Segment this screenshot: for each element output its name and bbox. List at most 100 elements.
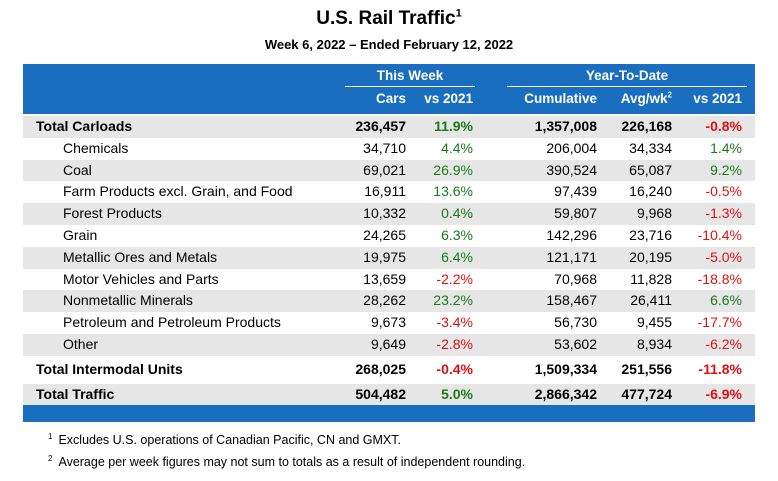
table-header: This Week Year-To-Date Cars vs 2021 Cumu… — [23, 64, 755, 114]
row-label: Total Intermodal Units — [36, 360, 183, 377]
table-row: Motor Vehicles and Parts 13,659 -2.2% 70,96… — [23, 269, 755, 291]
cell-week-vs: -2.8% — [436, 335, 473, 352]
cell-cars: 9,673 — [370, 314, 406, 331]
row-label: Other — [63, 335, 99, 352]
cell-week-vs: 6.3% — [441, 226, 473, 243]
cell-ytd-vs: 6.6% — [710, 292, 742, 309]
table-footer-bar — [23, 405, 755, 423]
cell-week-vs: 5.0% — [441, 385, 473, 402]
table-row: Chemicals 34,710 4.4% 206,004 34,334 1.4% — [23, 138, 755, 160]
cell-ytd-vs: -6.2% — [705, 335, 742, 352]
cell-week-vs: 13.6% — [433, 183, 473, 200]
cell-avgwk: 65,087 — [629, 161, 672, 178]
header-group-this-week: This Week — [345, 68, 475, 87]
footnote-1: 1 Excludes U.S. operations of Canadian Pa… — [48, 429, 525, 451]
cell-avgwk: 9,968 — [636, 205, 672, 222]
title-text: U.S. Rail Traffic — [316, 8, 456, 29]
cell-avgwk: 477,724 — [621, 385, 672, 402]
table-row: Nonmetallic Minerals 28,262 23.2% 158,467 26… — [23, 290, 755, 313]
cell-cars: 34,710 — [363, 139, 406, 156]
table-row: Total Intermodal Units 268,025 -0.4% 1,509,… — [23, 359, 755, 381]
cell-cumulative: 2,866,342 — [534, 385, 597, 402]
cell-week-vs: -0.4% — [436, 360, 473, 377]
cell-cars: 10,332 — [363, 205, 406, 222]
page-subtitle: Week 6, 2022 – Ended February 12, 2022 — [264, 37, 514, 52]
cell-avgwk: 16,240 — [629, 183, 672, 200]
header-col-avgwk-footnote: 2 — [667, 90, 672, 100]
page-title: U.S. Rail Traffic1 — [0, 8, 778, 30]
cell-week-vs: 0.4% — [441, 205, 473, 222]
cell-ytd-vs: -6.9% — [705, 385, 742, 402]
cell-cars: 504,482 — [355, 385, 406, 402]
cell-cumulative: 390,524 — [546, 161, 597, 178]
row-label: Metallic Ores and Metals — [63, 248, 218, 265]
cell-cumulative: 158,467 — [546, 292, 597, 309]
row-label: Grain — [63, 226, 98, 243]
row-label: Farm Products excl. Grain, and Food — [63, 183, 293, 200]
header-col-ytd-vs: vs 2021 — [693, 91, 742, 106]
header-col-avgwk-label: Avg/wk — [620, 91, 668, 106]
header-group-ytd-label: Year-To-Date — [585, 68, 669, 83]
cell-ytd-vs: -17.7% — [697, 314, 742, 331]
footnotes: 1 Excludes U.S. operations of Canadian Pa… — [48, 429, 525, 473]
rail-traffic-table: This Week Year-To-Date Cars vs 2021 Cumu… — [23, 64, 755, 423]
row-label: Total Carloads — [36, 118, 133, 134]
cell-ytd-vs: 1.4% — [710, 139, 742, 156]
table-row: Total Carloads 236,457 11.9% 1,357,008 226,1… — [23, 116, 755, 138]
cell-cars: 9,649 — [370, 335, 406, 352]
cell-avgwk: 251,556 — [621, 360, 672, 377]
cell-week-vs: 4.4% — [441, 139, 473, 156]
cell-cars: 268,025 — [355, 360, 406, 377]
cell-cars: 16,911 — [364, 183, 406, 200]
cell-ytd-vs: -18.8% — [697, 270, 742, 287]
cell-cumulative: 97,439 — [554, 183, 597, 200]
cell-cumulative: 59,807 — [554, 205, 597, 222]
cell-cars: 69,021 — [363, 161, 406, 178]
cell-cumulative: 56,730 — [554, 314, 597, 331]
cell-avgwk: 8,934 — [636, 335, 672, 352]
cell-cumulative: 1,509,334 — [534, 360, 597, 377]
cell-week-vs: -2.2% — [436, 270, 473, 287]
row-label: Chemicals — [63, 139, 129, 156]
cell-avgwk: 9,455 — [636, 314, 672, 331]
row-label: Motor Vehicles and Parts — [63, 270, 219, 287]
footnote-2: 2 Average per week figures may not sum to… — [48, 451, 525, 473]
footnote-2-text: Average per week figures may not sum to … — [58, 455, 526, 469]
cell-avgwk: 26,411 — [630, 292, 672, 309]
table-row: Total Traffic 504,482 5.0% 2,866,342 477,724… — [23, 383, 755, 406]
cell-avgwk: 20,195 — [629, 248, 672, 265]
header-group-divider — [507, 86, 747, 87]
cell-cars: 28,262 — [363, 292, 406, 309]
cell-week-vs: 11.9% — [434, 118, 473, 134]
cell-cumulative: 53,602 — [554, 335, 597, 352]
cell-week-vs: 6.4% — [441, 248, 473, 265]
cell-cars: 236,457 — [355, 118, 406, 134]
cell-cumulative: 206,004 — [546, 139, 597, 156]
cell-cumulative: 70,968 — [554, 270, 597, 287]
row-label: Nonmetallic Minerals — [63, 292, 193, 309]
header-col-cars: Cars — [375, 91, 406, 106]
title-footnote-marker: 1 — [455, 7, 462, 20]
cell-week-vs: -3.4% — [436, 314, 473, 331]
table-row: Coal 69,021 26.9% 390,524 65,087 9.2% — [23, 159, 755, 182]
cell-ytd-vs: -11.8% — [698, 360, 742, 377]
table-row: Grain 24,265 6.3% 142,296 23,716 -10.4% — [23, 225, 755, 247]
cell-ytd-vs: -10.4% — [697, 226, 742, 243]
cell-cars: 24,265 — [363, 226, 406, 243]
cell-avgwk: 226,168 — [621, 118, 672, 134]
header-group-this-week-label: This Week — [376, 68, 444, 83]
header-col-avgwk: Avg/wk2 — [621, 91, 672, 106]
table-row: Forest Products 10,332 0.4% 59,807 9,968 -1.3… — [23, 203, 755, 225]
cell-cumulative: 142,296 — [546, 226, 597, 243]
cell-ytd-vs: -1.3% — [705, 205, 742, 222]
cell-cars: 13,659 — [363, 270, 406, 287]
cell-week-vs: 26.9% — [433, 161, 473, 178]
header-group-ytd: Year-To-Date — [507, 68, 747, 87]
footnote-2-marker: 2 — [48, 453, 53, 463]
table-row: Farm Products excl. Grain, and Food 16,91… — [23, 181, 755, 203]
cell-ytd-vs: -5.0% — [705, 248, 742, 265]
header-col-cumulative: Cumulative — [524, 91, 597, 106]
footnote-1-marker: 1 — [48, 431, 53, 441]
header-col-week-vs: vs 2021 — [424, 91, 473, 106]
cell-cumulative: 121,171 — [546, 248, 597, 265]
